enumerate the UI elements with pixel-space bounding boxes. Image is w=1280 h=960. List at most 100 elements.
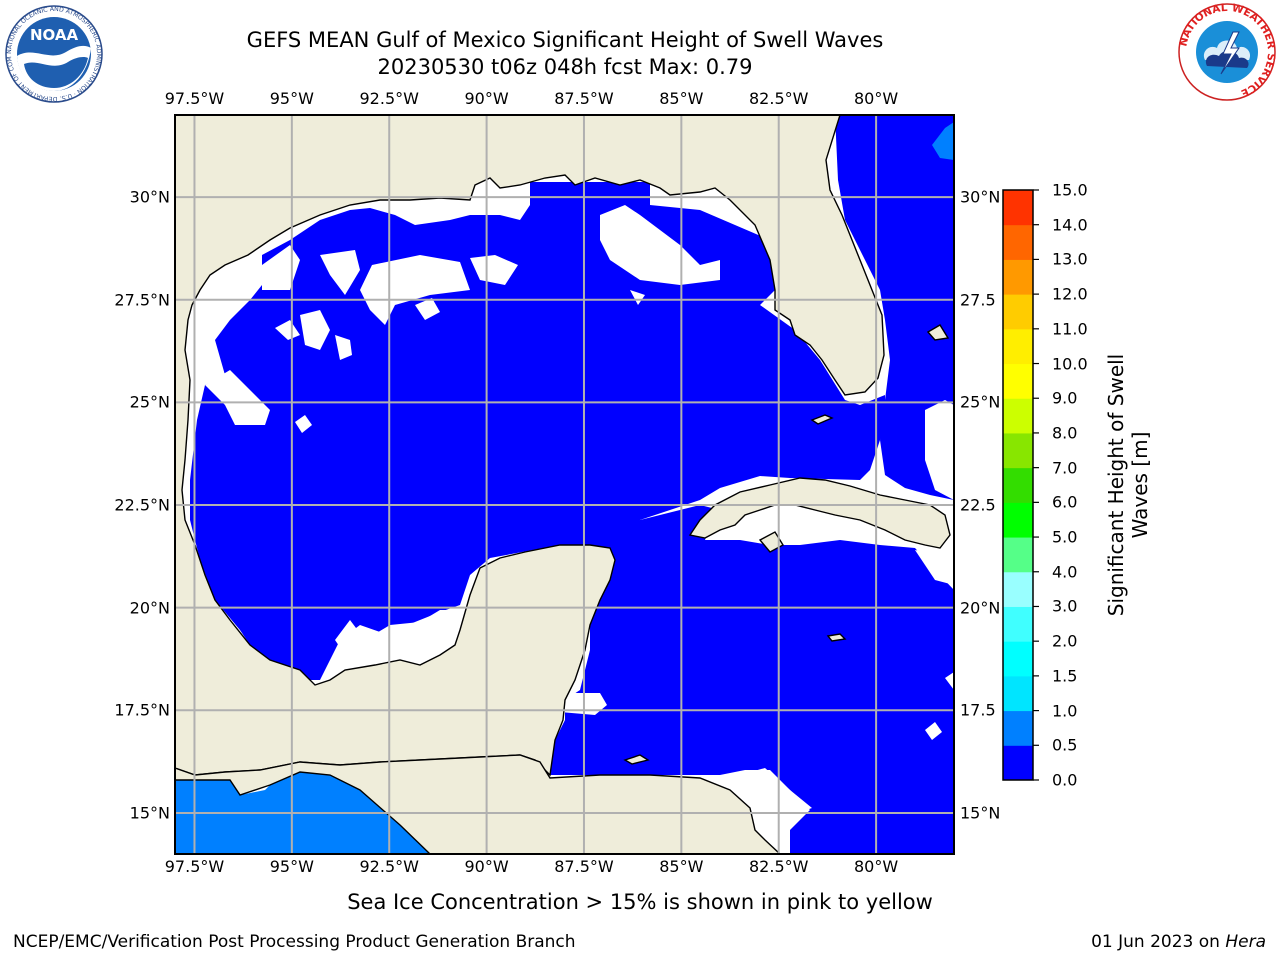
colorbar-segment: [1003, 259, 1033, 295]
lon-tick-label: 90°W: [464, 89, 509, 108]
map-title: GEFS MEAN Gulf of Mexico Significant Hei…: [246, 28, 884, 52]
nws-logo: NATIONAL WEATHER SERVICE: [1177, 2, 1277, 101]
lon-tick-label: 97.5°W: [164, 89, 225, 108]
gridlines: [175, 115, 954, 854]
colorbar-tick-label: 4.0: [1052, 562, 1078, 582]
colorbar-tick-label: 1.0: [1052, 701, 1078, 721]
noaa-logo-text: NOAA: [30, 26, 79, 44]
lat-tick-label: 20°N: [129, 598, 170, 618]
no-data-patch: [630, 290, 645, 305]
no-data-patch: [925, 722, 942, 740]
lon-tick-label: 82.5°W: [748, 857, 809, 876]
no-data-patch: [275, 320, 300, 340]
colorbar-tick-label: 14.0: [1052, 215, 1088, 235]
colorbar-tick-label: 11.0: [1052, 319, 1088, 339]
lon-tick-label: 92.5°W: [359, 89, 419, 108]
colorbar-segment: [1003, 224, 1033, 260]
footer-organization: NCEP/EMC/Verification Post Processing Pr…: [13, 932, 576, 952]
lat-tick-label: 25°N: [129, 392, 170, 412]
colorbar-tick-label: 0.0: [1052, 770, 1078, 790]
colorbar-label-line1: Significant Height of Swell: [1104, 353, 1128, 617]
lon-tick-label: 95°W: [269, 89, 314, 108]
colorbar-segment: [1003, 398, 1033, 434]
colorbar-tick-label: 5.0: [1052, 527, 1078, 547]
lon-tick-label: 92.5°W: [359, 857, 419, 876]
lat-tick-label: 27.5: [960, 290, 996, 310]
colorbar-segment: [1003, 432, 1033, 469]
sea-ice-note: Sea Ice Concentration > 15% is shown in …: [0, 890, 1280, 914]
no-data-patch: [470, 255, 518, 285]
colorbar-tick-label: 7.0: [1052, 458, 1078, 478]
colorbar-tick-label: 2.0: [1052, 631, 1078, 651]
colorbar-tick-label: 9.0: [1052, 388, 1078, 408]
lat-tick-label: 27.5°N: [114, 290, 170, 310]
sea-ice-note-text: Sea Ice Concentration > 15% is shown in …: [347, 890, 933, 914]
lat-tick-label: 25°N: [960, 392, 1001, 412]
map-subtitle-forecast: 20230530 t06z 048h fcst Max: 0.79: [377, 55, 753, 79]
colorbar-segment: [1003, 467, 1033, 503]
lat-tick-label: 17.5°N: [114, 700, 170, 720]
lon-tick-label: 85°W: [659, 89, 704, 108]
colorbar-segment: [1003, 363, 1033, 399]
no-data-patch: [335, 610, 465, 668]
colorbar-segment: [1003, 190, 1033, 226]
swell-field-gulf: [190, 182, 885, 680]
colorbar-tick-label: 3.0: [1052, 596, 1078, 616]
colorbar-segment: [1003, 606, 1033, 642]
noaa-logo: NATIONAL OCEANIC AND ATMOSPHERIC ADMINIS…: [4, 4, 103, 103]
footer-host: Hera: [1225, 932, 1266, 952]
no-data-patch: [205, 370, 270, 425]
colorbar-segment: [1003, 328, 1033, 365]
colorbar-tick-label: 12.0: [1052, 284, 1088, 304]
colorbar-tick-label: 6.0: [1052, 492, 1078, 512]
colorbar-frame: [1002, 189, 1034, 781]
map-frame: [174, 114, 955, 855]
lon-tick-label: 87.5°W: [554, 89, 614, 108]
lon-tick-label: 85°W: [659, 857, 704, 876]
colorbar-segment: [1003, 294, 1033, 330]
colorbar-segment: [1003, 710, 1033, 746]
colorbar-tick-label: 1.5: [1052, 666, 1078, 686]
colorbar-tick-label: 10.0: [1052, 354, 1088, 374]
no-data-patch: [320, 250, 360, 295]
colorbar-segment: [1003, 675, 1033, 712]
colorbar-segment: [1003, 502, 1033, 538]
colorbar-tick-label: 8.0: [1052, 423, 1078, 443]
colorbar-segment: [1003, 745, 1033, 781]
lat-tick-label: 15°N: [129, 803, 170, 823]
colorbar-segment: [1003, 571, 1033, 607]
lon-tick-label: 82.5°W: [748, 89, 809, 108]
colorbar-label: Significant Height of Swell Waves [m]: [1104, 354, 1152, 616]
lon-tick-label: 87.5°W: [554, 857, 614, 876]
no-data-patch: [925, 400, 954, 500]
no-data-patch: [295, 415, 312, 433]
swell-0.5m-patch: [932, 122, 954, 160]
no-data-patch: [740, 768, 812, 830]
lat-tick-label: 20°N: [960, 598, 1001, 618]
colorbar: [1002, 189, 1039, 781]
no-data-patch: [915, 550, 954, 585]
colorbar-segment: [1003, 537, 1033, 573]
no-data-patch: [360, 255, 470, 325]
landmass: [175, 115, 951, 854]
no-data-patch: [945, 672, 954, 690]
colorbar-segment: [1003, 641, 1033, 677]
lat-tick-label: 22.5: [960, 495, 996, 515]
lat-tick-label: 17.5: [960, 700, 996, 720]
swell-field-caribbean: [550, 505, 954, 854]
colorbar-tick-label: 0.5: [1052, 735, 1078, 755]
lon-tick-label: 80°W: [854, 89, 899, 108]
lon-tick-label: 80°W: [854, 857, 899, 876]
lat-tick-label: 15°N: [960, 803, 1001, 823]
footer-date: 01 Jun 2023 on Hera: [1091, 932, 1266, 952]
lon-tick-label: 95°W: [269, 857, 314, 876]
colorbar-label-line2: Waves [m]: [1128, 431, 1152, 539]
colorbar-tick-label: 13.0: [1052, 249, 1088, 269]
swell-field-atlantic: [835, 115, 954, 500]
colorbar-tick-label: 15.0: [1052, 180, 1088, 200]
lat-tick-label: 30°N: [960, 187, 1001, 207]
no-data-patch: [335, 335, 352, 360]
lon-tick-label: 97.5°W: [164, 857, 225, 876]
lon-tick-label: 90°W: [464, 857, 509, 876]
